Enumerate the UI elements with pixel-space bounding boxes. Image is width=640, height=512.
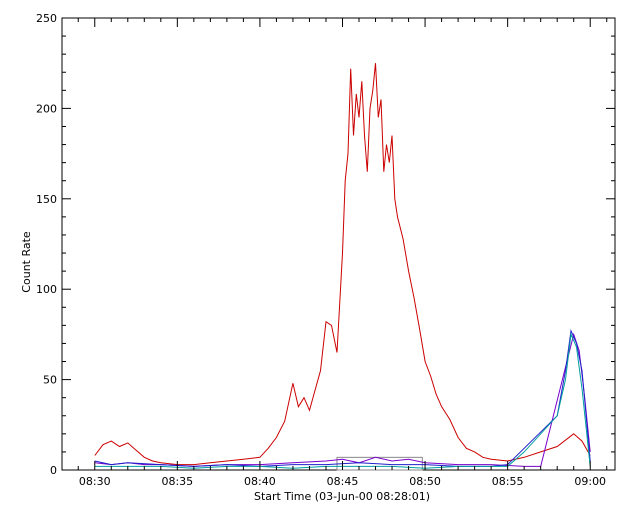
ticks: 0 50 100 150 200 250 08:30 08:35 08:40 08:45 08:50…	[36, 12, 615, 488]
axes	[61, 17, 616, 471]
x-tick-label: 08:50	[409, 475, 441, 488]
series-layer	[94, 63, 591, 469]
y-tick-label: 0	[50, 464, 57, 477]
y-axis-title: Count Rate	[20, 231, 33, 293]
x-tick-label: 09:00	[574, 475, 606, 488]
plot-frame	[61, 17, 616, 471]
y-tick-label: 50	[43, 374, 57, 387]
series-line-4	[94, 332, 591, 469]
x-tick-label: 08:35	[161, 475, 193, 488]
series-line-2	[94, 332, 591, 467]
x-tick-label: 08:40	[244, 475, 276, 488]
y-tick-label: 100	[36, 283, 57, 296]
x-tick-label: 08:45	[327, 475, 359, 488]
series-line-1	[94, 63, 591, 466]
x-tick-label: 08:55	[492, 475, 524, 488]
x-tick-label: 08:30	[79, 475, 111, 488]
y-tick-label: 150	[36, 193, 57, 206]
y-tick-label: 250	[36, 12, 57, 25]
x-axis-title: Start Time (03-Jun-00 08:28:01)	[254, 490, 430, 503]
y-tick-label: 200	[36, 102, 57, 115]
series-line-3	[94, 328, 591, 467]
